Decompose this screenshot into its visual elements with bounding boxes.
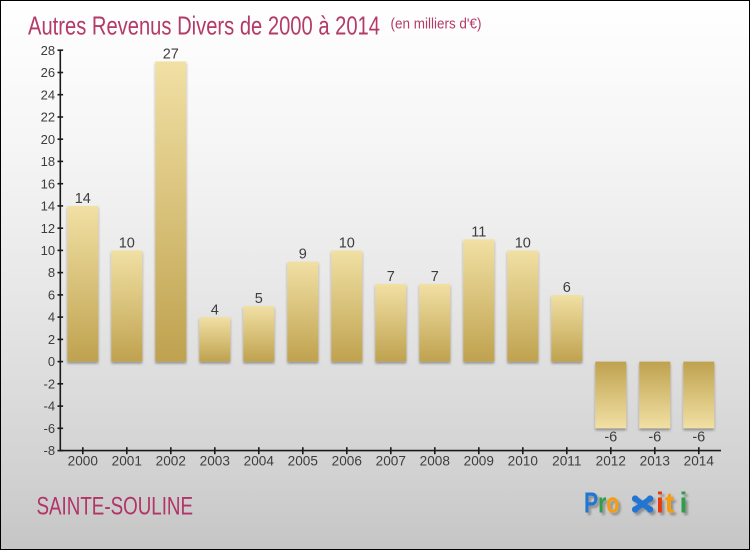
svg-text:12: 12	[41, 221, 55, 236]
svg-text:2009: 2009	[464, 454, 494, 469]
svg-text:8: 8	[48, 265, 55, 280]
svg-text:5: 5	[255, 291, 263, 307]
svg-text:14: 14	[75, 191, 91, 207]
svg-text:6: 6	[563, 280, 571, 296]
svg-text:Autres Revenus Divers de 2000: Autres Revenus Divers de 2000 à 2014	[28, 11, 380, 41]
svg-text:-6: -6	[604, 430, 617, 446]
svg-text:10: 10	[119, 236, 135, 252]
svg-text:2008: 2008	[420, 454, 450, 469]
svg-text:-4: -4	[44, 399, 56, 414]
svg-text:2: 2	[48, 332, 55, 347]
svg-text:-2: -2	[44, 376, 56, 391]
svg-text:-6: -6	[648, 430, 661, 446]
svg-text:-6: -6	[692, 430, 705, 446]
svg-text:27: 27	[163, 47, 179, 63]
svg-text:6: 6	[48, 288, 55, 303]
svg-text:SAINTE-SOULINE: SAINTE-SOULINE	[37, 493, 194, 521]
svg-text:2000: 2000	[68, 454, 99, 469]
svg-text:i: i	[656, 488, 664, 520]
svg-text:22: 22	[41, 110, 55, 125]
svg-text:Pro: Pro	[584, 487, 619, 519]
svg-text:2013: 2013	[640, 454, 670, 469]
svg-text:2014: 2014	[684, 454, 715, 469]
svg-text:(en milliers d'€): (en milliers d'€)	[391, 17, 482, 33]
svg-text:-6: -6	[44, 421, 56, 436]
svg-text:4: 4	[211, 302, 219, 318]
svg-text:2005: 2005	[288, 454, 318, 469]
svg-text:t: t	[665, 488, 675, 520]
svg-text:2010: 2010	[508, 454, 539, 469]
svg-text:10: 10	[339, 236, 355, 252]
svg-text:7: 7	[387, 269, 395, 285]
svg-text:2001: 2001	[112, 454, 142, 469]
svg-text:14: 14	[41, 199, 55, 214]
svg-text:2004: 2004	[244, 454, 275, 469]
svg-text:4: 4	[48, 310, 55, 325]
svg-text:2003: 2003	[200, 454, 230, 469]
svg-text:11: 11	[471, 225, 486, 241]
svg-text:10: 10	[41, 243, 55, 258]
svg-text:24: 24	[41, 87, 55, 102]
svg-text:-8: -8	[44, 443, 56, 458]
svg-text:26: 26	[41, 65, 55, 80]
svg-text:i: i	[680, 488, 688, 520]
svg-text:0: 0	[48, 354, 55, 369]
svg-text:16: 16	[41, 176, 55, 191]
svg-text:7: 7	[431, 269, 439, 285]
svg-text:18: 18	[41, 154, 55, 169]
svg-text:2007: 2007	[376, 454, 406, 469]
svg-text:10: 10	[515, 236, 531, 252]
svg-text:20: 20	[41, 132, 55, 147]
svg-text:2012: 2012	[596, 454, 626, 469]
svg-text:28: 28	[41, 43, 55, 58]
svg-text:2006: 2006	[332, 454, 362, 469]
svg-text:2002: 2002	[156, 454, 186, 469]
svg-text:2011: 2011	[552, 454, 581, 469]
svg-text:9: 9	[299, 247, 307, 263]
